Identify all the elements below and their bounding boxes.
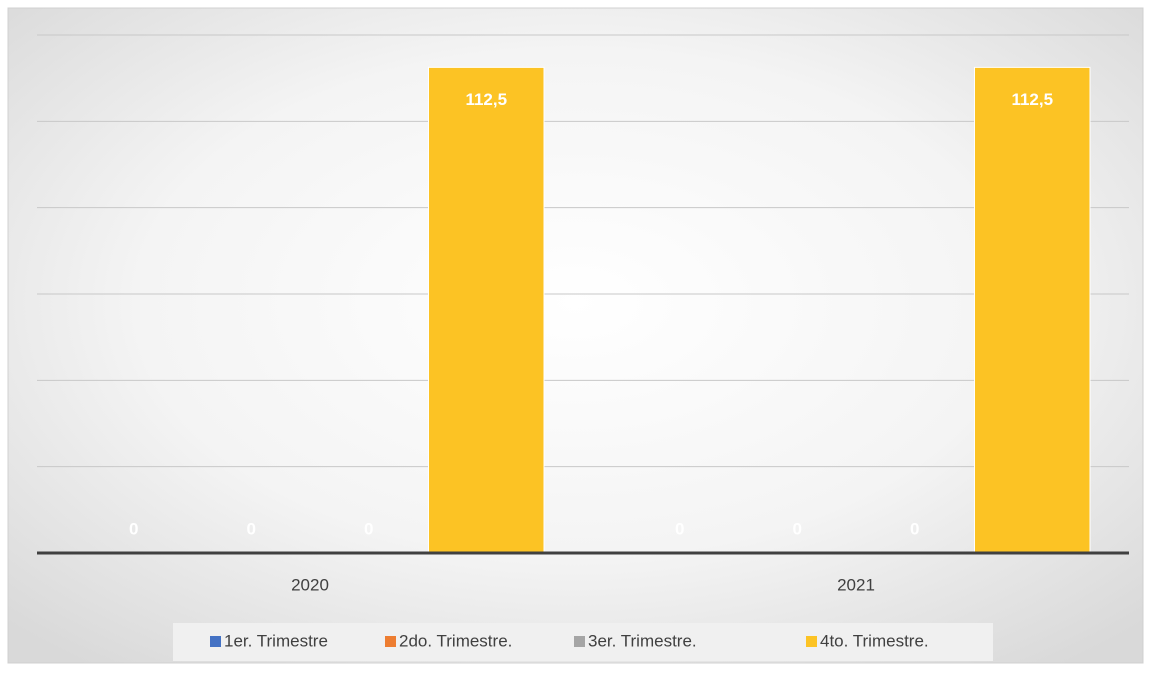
legend-label: 4to. Trimestre.: [820, 631, 929, 650]
legend-label: 1er. Trimestre: [224, 631, 328, 650]
bar: [428, 66, 545, 554]
data-label: 0: [364, 519, 373, 538]
bar: [974, 66, 1091, 554]
data-label: 0: [793, 519, 802, 538]
data-label: 0: [129, 519, 138, 538]
legend-swatch: [385, 636, 396, 647]
legend-label: 2do. Trimestre.: [399, 631, 512, 650]
x-tick-label: 2020: [291, 575, 329, 594]
chart-background: [7, 7, 1144, 664]
legend-swatch: [806, 636, 817, 647]
legend-label: 3er. Trimestre.: [588, 631, 697, 650]
legend-swatch: [210, 636, 221, 647]
x-tick-label: 2021: [837, 575, 875, 594]
data-label: 0: [910, 519, 919, 538]
legend-swatch: [574, 636, 585, 647]
plot: 0 0 0 112,5 2020 0 0 0 112,5 2021 1er. Trimestre 2d…: [37, 34, 1129, 650]
data-label: 0: [247, 519, 256, 538]
data-label: 0: [675, 519, 684, 538]
data-label: 112,5: [1011, 90, 1053, 109]
data-label: 112,5: [465, 90, 507, 109]
